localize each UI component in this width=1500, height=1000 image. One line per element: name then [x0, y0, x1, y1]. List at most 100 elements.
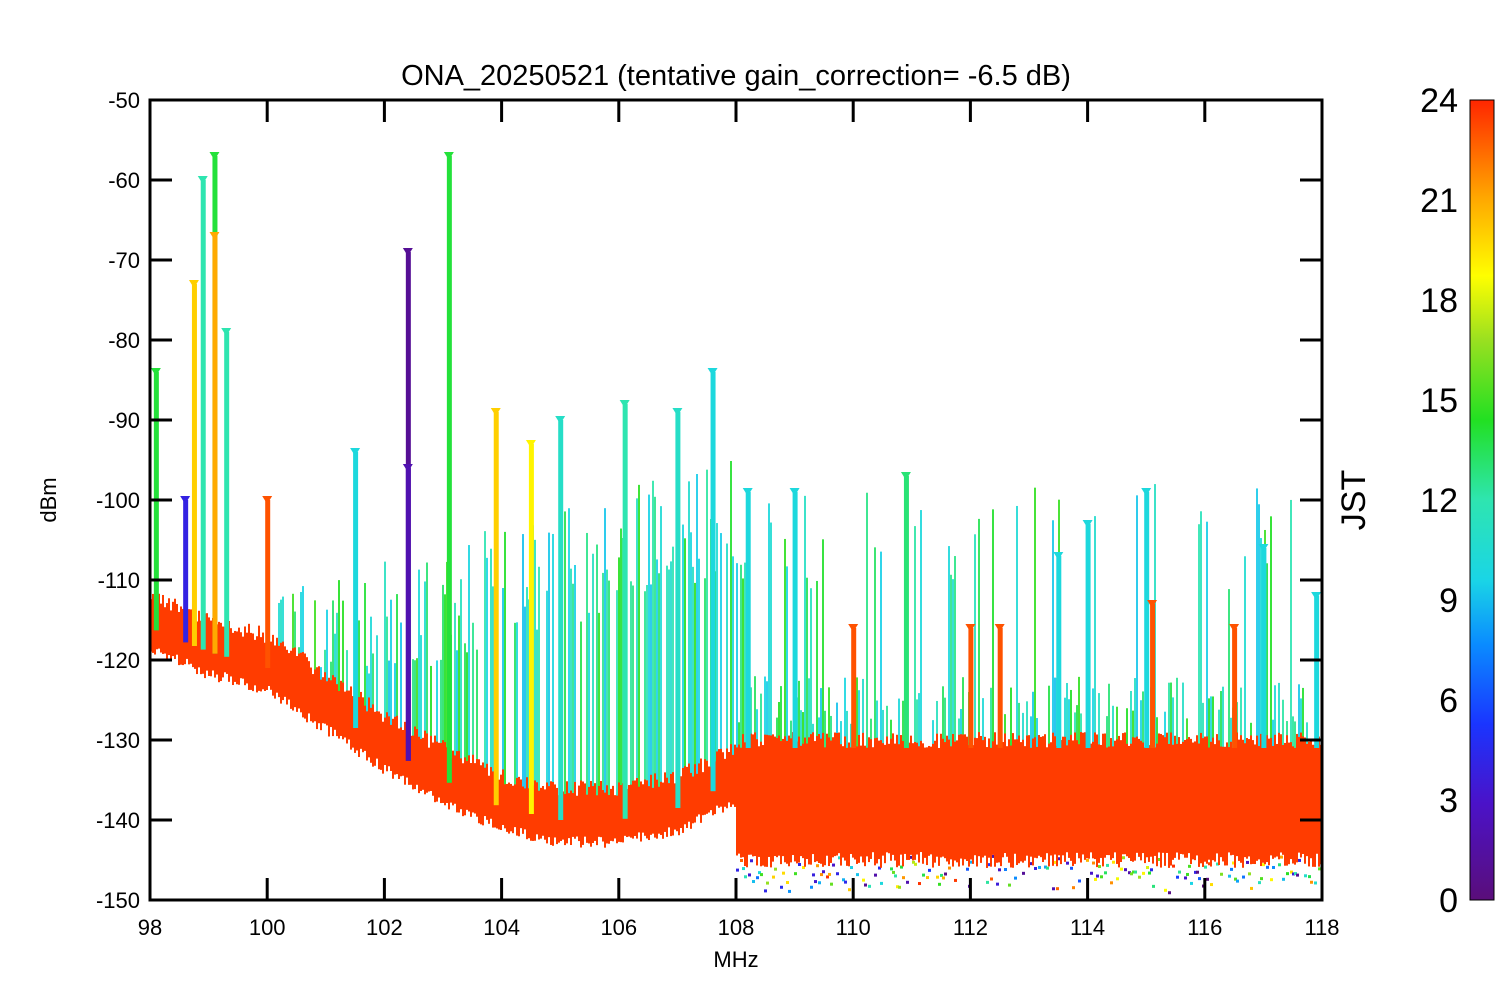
spike-marker-28	[1229, 624, 1240, 632]
colorbar-tick-label-4: 12	[1420, 482, 1458, 520]
spike-12	[493, 412, 499, 806]
chart-title: ONA_20250521 (tentative gain_correction=…	[401, 60, 1071, 92]
x-tick-label-1: 100	[249, 915, 286, 940]
spike-14	[558, 420, 564, 820]
y-tick-label-6: -110	[98, 568, 140, 593]
spike-30	[1314, 596, 1320, 748]
spike-marker-8	[350, 448, 361, 456]
colorbar-gradient	[1470, 100, 1494, 900]
colorbar-tick-label-3: 9	[1439, 582, 1458, 620]
x-tick-label-6: 110	[836, 915, 871, 940]
spike-marker-24	[1053, 552, 1064, 560]
x-axis-label: MHz	[713, 947, 758, 972]
x-tick-label-4: 106	[600, 915, 637, 940]
colorbar-tick-label-0: 0	[1439, 882, 1458, 920]
spike-marker-7	[262, 496, 273, 504]
spike-27	[1150, 604, 1156, 748]
spike-marker-0	[150, 368, 161, 376]
spike-marker-10	[402, 464, 413, 472]
plot-area	[150, 152, 1322, 895]
spike-marker-16	[672, 408, 683, 416]
spike-marker-2	[188, 280, 199, 288]
x-tick-label-10: 118	[1304, 915, 1339, 940]
spike-16	[675, 412, 681, 808]
y-tick-label-9: -140	[96, 808, 140, 833]
spike-2	[191, 284, 197, 646]
x-tick-label-9: 116	[1187, 915, 1222, 940]
spike-5	[212, 236, 218, 654]
spike-marker-21	[900, 472, 911, 480]
spike-marker-17	[707, 368, 718, 376]
spike-marker-23	[994, 624, 1005, 632]
spike-15	[622, 404, 628, 819]
x-tick-label-3: 104	[483, 915, 520, 940]
colorbar-frame	[1469, 99, 1495, 901]
spike-29	[1261, 548, 1267, 748]
spike-19	[792, 492, 798, 748]
spike-26	[1144, 492, 1150, 748]
y-tick-label-8: -130	[96, 728, 140, 753]
spike-marker-20	[848, 624, 859, 632]
y-tick-label-1: -60	[108, 168, 140, 193]
y-tick-label-0: -50	[108, 88, 140, 113]
spike-8	[353, 452, 359, 728]
spike-6	[224, 332, 230, 657]
colorbar-label: JST	[1335, 470, 1373, 530]
spike-20	[851, 628, 857, 748]
y-tick-label-4: -90	[108, 408, 140, 433]
spike-22	[968, 628, 974, 748]
colorbar-tick-label-2: 6	[1439, 682, 1458, 720]
spike-marker-9	[402, 248, 413, 256]
x-tick-label-5: 108	[718, 915, 755, 940]
colorbar-tick-label-6: 18	[1420, 282, 1458, 320]
spike-marker-25	[1082, 520, 1093, 528]
y-tick-label-3: -80	[108, 328, 140, 353]
spike-13	[528, 444, 534, 814]
y-axis-label: dBm	[36, 477, 61, 522]
spike-marker-14	[555, 416, 566, 424]
spike-23	[997, 628, 1003, 748]
axes: 98 100 102 104 106 108 110 112 114 116 118 -50 -60 -7…	[96, 88, 1340, 940]
spike-marker-12	[490, 408, 501, 416]
spike-marker-19	[789, 488, 800, 496]
colorbar-tick-label-7: 21	[1420, 182, 1458, 220]
x-tick-label-0: 98	[138, 915, 162, 940]
spike-marker-18	[742, 488, 753, 496]
spike-3	[200, 180, 206, 650]
spike-1	[183, 500, 189, 643]
spike-marker-3	[197, 176, 208, 184]
spike-marker-11	[443, 152, 454, 160]
colorbar-tick-label-8: 24	[1420, 82, 1458, 120]
spike-marker-6	[221, 328, 232, 336]
spike-marker-4	[209, 152, 220, 160]
x-tick-label-8: 114	[1070, 915, 1105, 940]
spike-marker-22	[965, 624, 976, 632]
spike-28	[1232, 628, 1238, 748]
spike-11	[446, 156, 452, 783]
spike-marker-27	[1147, 600, 1158, 608]
y-tick-label-7: -120	[96, 648, 140, 673]
colorbar: 0 3 6 9 12 15 18 21 24	[1420, 82, 1495, 920]
spike-17	[710, 372, 716, 792]
spike-10	[405, 468, 411, 761]
spike-marker-13	[525, 440, 536, 448]
spike-24	[1056, 556, 1062, 748]
spike-marker-29	[1258, 544, 1269, 552]
spike-18	[745, 492, 751, 748]
x-tick-label-7: 112	[953, 915, 988, 940]
colorbar-tick-label-5: 15	[1420, 382, 1458, 420]
spike-marker-30	[1311, 592, 1322, 600]
spike-marker-1	[180, 496, 191, 504]
y-tick-label-2: -70	[108, 248, 140, 273]
spike-21	[903, 476, 909, 748]
spike-25	[1085, 524, 1091, 748]
spike-marker-15	[619, 400, 630, 408]
y-tick-label-10: -150	[96, 888, 140, 913]
spike-7	[265, 500, 271, 668]
spike-marker-5	[209, 232, 220, 240]
colorbar-tick-label-1: 3	[1439, 782, 1458, 820]
spike-marker-26	[1141, 488, 1152, 496]
y-tick-label-5: -100	[96, 488, 140, 513]
x-tick-label-2: 102	[366, 915, 403, 940]
